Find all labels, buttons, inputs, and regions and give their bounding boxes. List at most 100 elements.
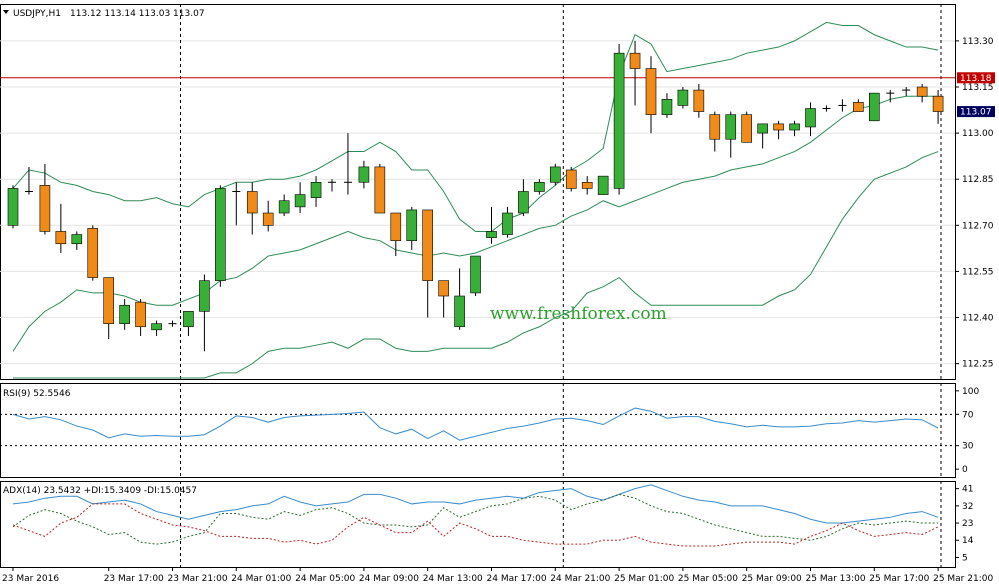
- candle: [613, 43, 625, 195]
- candle: [709, 111, 721, 152]
- candle: [246, 182, 258, 235]
- candle-body: [725, 114, 737, 140]
- candle: [486, 206, 497, 244]
- candle-body: [135, 301, 146, 328]
- candle-body: [853, 102, 864, 112]
- candle-body: [103, 277, 114, 324]
- time-tick-label: 24 Mar 21:00: [550, 574, 610, 584]
- candle-body: [358, 166, 370, 183]
- candle-body: [183, 311, 194, 328]
- rsi-line: [12, 407, 939, 441]
- rsi-tick-label: 100: [962, 387, 979, 397]
- ohlc-values: 113.12 113.14 113.03 113.07: [70, 9, 205, 19]
- plus-di-line: [12, 493, 939, 545]
- candle: [343, 133, 352, 195]
- rsi-levels: [0, 413, 955, 447]
- candle-body: [805, 108, 816, 128]
- candle-body: [199, 280, 210, 312]
- time-axis: 23 Mar 2016 23 Mar 17:00 23 Mar 21:00 24 Ma…: [2, 567, 993, 584]
- time-tick-label: 24 Mar 13:00: [423, 574, 483, 584]
- candle: [725, 111, 737, 158]
- candle: [565, 166, 577, 192]
- candle-body: [55, 231, 67, 245]
- price-tick-label: 112.40: [962, 314, 994, 324]
- candle: [310, 176, 322, 207]
- candle: [773, 120, 784, 140]
- candle: [932, 90, 944, 124]
- candle: [119, 299, 130, 330]
- rsi-tick-label: 0: [962, 465, 968, 475]
- reference-price-label: 113.18: [960, 74, 992, 84]
- candle-body: [581, 181, 593, 189]
- reference-price-badge: 113.18: [957, 72, 995, 84]
- candle-body: [789, 123, 800, 131]
- adx-tick-label: 23: [962, 519, 973, 529]
- candle-body: [486, 231, 497, 238]
- candle-body: [310, 181, 322, 198]
- bollinger-bands: [12, 21, 939, 379]
- candle: [693, 83, 705, 118]
- candle-body: [693, 89, 705, 112]
- candle-body: [741, 114, 753, 143]
- candle: [151, 320, 162, 336]
- symbol-title: USDJPY,H1: [13, 9, 61, 19]
- candle-body: [502, 212, 513, 235]
- time-tick-label: 23 Mar 2016: [2, 574, 59, 584]
- price-panel-frame: [0, 4, 956, 380]
- candle-body: [374, 166, 386, 214]
- candle: [55, 203, 67, 253]
- candle-body: [470, 255, 481, 294]
- candle: [741, 111, 753, 143]
- candle-body: [916, 86, 928, 97]
- price-grid: [0, 40, 955, 365]
- time-tick-label: 25 Mar 05:00: [678, 574, 738, 584]
- candle-body: [87, 228, 99, 278]
- candle: [199, 274, 210, 352]
- candle: [838, 99, 847, 112]
- candle-body: [39, 185, 51, 232]
- candle-body: [518, 191, 529, 214]
- candle-body: [151, 323, 162, 331]
- rsi-panel[interactable]: 100 70 30 0 RSI(9) 52.5546: [0, 383, 979, 478]
- rsi-session-separators: [180, 383, 942, 477]
- candle: [886, 90, 895, 103]
- time-tick-label: 23 Mar 17:00: [104, 574, 164, 584]
- rsi-tick-label: 30: [962, 442, 974, 452]
- candle: [168, 320, 177, 327]
- candle-body: [262, 212, 274, 226]
- candle: [502, 206, 513, 238]
- candle: [135, 299, 146, 336]
- adx-line: [12, 484, 939, 524]
- price-panel[interactable]: www.freshforex.com 113.30 113.15 113.00 112…: [0, 4, 995, 380]
- time-tick-label: 24 Mar 17:00: [487, 574, 547, 584]
- candle: [390, 212, 402, 257]
- adx-title: ADX(14) 23.5432 +DI:15.3409 -DI:15.0457: [3, 486, 197, 496]
- rsi-panel-frame: [0, 383, 956, 478]
- candle-body: [422, 209, 434, 281]
- candle: [278, 194, 290, 217]
- candle-body: [406, 209, 418, 241]
- adx-axis: 41 32 23 14 5: [955, 485, 974, 563]
- adx-panel[interactable]: 41 32 23 14 5 ADX(14) 23.5432 +DI:15.3409 -D…: [0, 481, 974, 568]
- adx-tick-label: 14: [962, 536, 974, 546]
- candle-body: [294, 194, 306, 208]
- time-tick-label: 25 Mar 17:00: [869, 574, 929, 584]
- price-tick-label: 113.30: [962, 37, 994, 47]
- time-tick-label: 25 Mar 01:00: [614, 574, 674, 584]
- price-title: USDJPY,H1 113.12 113.14 113.03 113.07: [3, 9, 205, 19]
- candle: [534, 179, 545, 195]
- candle: [902, 86, 911, 97]
- candle-body: [565, 169, 577, 189]
- candle-body: [549, 166, 561, 183]
- candle: [454, 268, 465, 330]
- candle-body: [629, 52, 641, 69]
- candle-body: [661, 98, 673, 115]
- chevron-down-icon[interactable]: [3, 10, 9, 14]
- candle: [71, 231, 83, 250]
- candle: [518, 179, 529, 217]
- candle: [406, 206, 418, 250]
- candle-body: [932, 95, 944, 112]
- current-price-label: 113.07: [960, 108, 992, 118]
- candle-body: [215, 188, 226, 281]
